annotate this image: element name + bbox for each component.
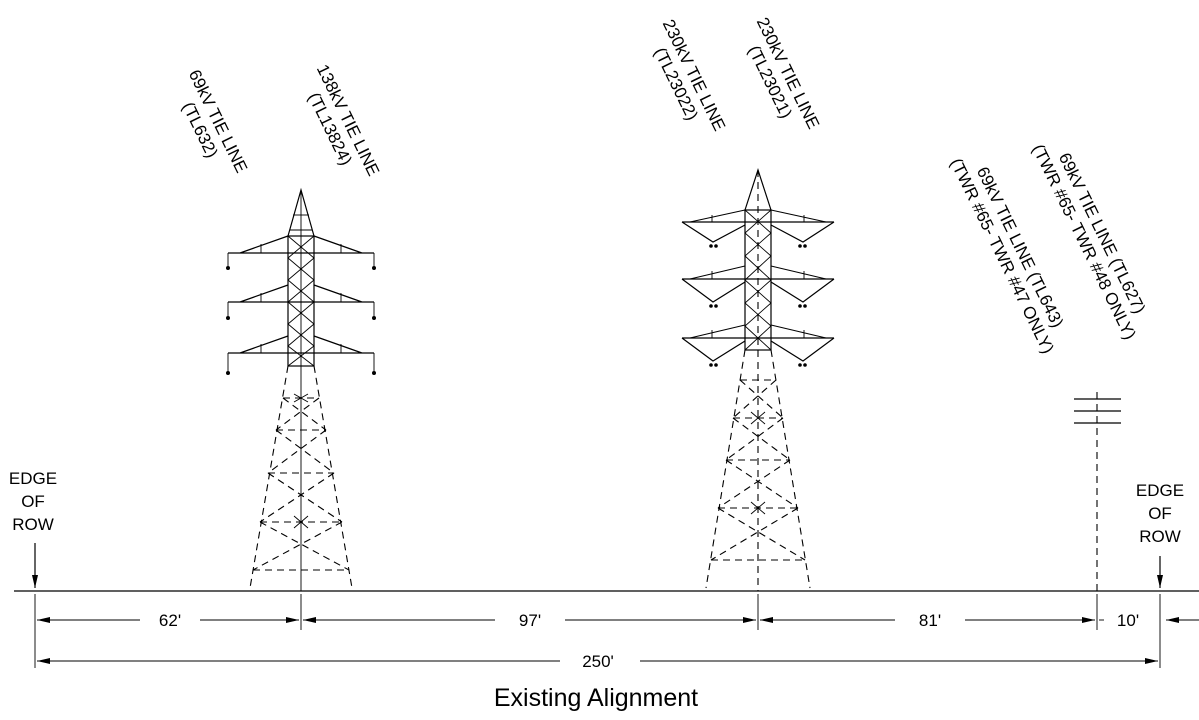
dimension-97: 97': [519, 611, 541, 630]
svg-text:OF: OF: [1148, 504, 1172, 523]
svg-text:EDGE: EDGE: [9, 469, 57, 488]
left-lattice-tower: [226, 187, 376, 591]
label-tl13824: 138kV TIE LINE (TL13824): [304, 61, 383, 179]
svg-text:ROW: ROW: [12, 515, 54, 534]
label-tl632: 69kV TIE LINE (TL632): [178, 67, 251, 176]
edge-of-row-right: EDGE OF ROW: [1136, 481, 1184, 588]
dimension-250: 250': [582, 652, 614, 671]
label-tl23021: 230kV TIE LINE (TL23021): [744, 14, 823, 132]
dimension-81: 81': [919, 611, 941, 630]
dimension-62: 62': [159, 611, 181, 630]
svg-text:(TWR #65- TWR #47 ONLY): (TWR #65- TWR #47 ONLY): [946, 155, 1057, 356]
middle-lattice-tower: [681, 168, 835, 591]
dimension-lines: 62' 97' 81' 10' 250': [34, 594, 1199, 671]
dimension-10: 10': [1117, 611, 1139, 630]
drawing-title: Existing Alignment: [494, 684, 698, 712]
svg-text:OF: OF: [21, 492, 45, 511]
svg-text:EDGE: EDGE: [1136, 481, 1184, 500]
edge-of-row-left: EDGE OF ROW: [9, 469, 57, 588]
right-wood-pole: [1074, 392, 1121, 591]
label-tl23022: 230kV TIE LINE (TL23022): [650, 16, 729, 134]
svg-text:ROW: ROW: [1139, 527, 1181, 546]
